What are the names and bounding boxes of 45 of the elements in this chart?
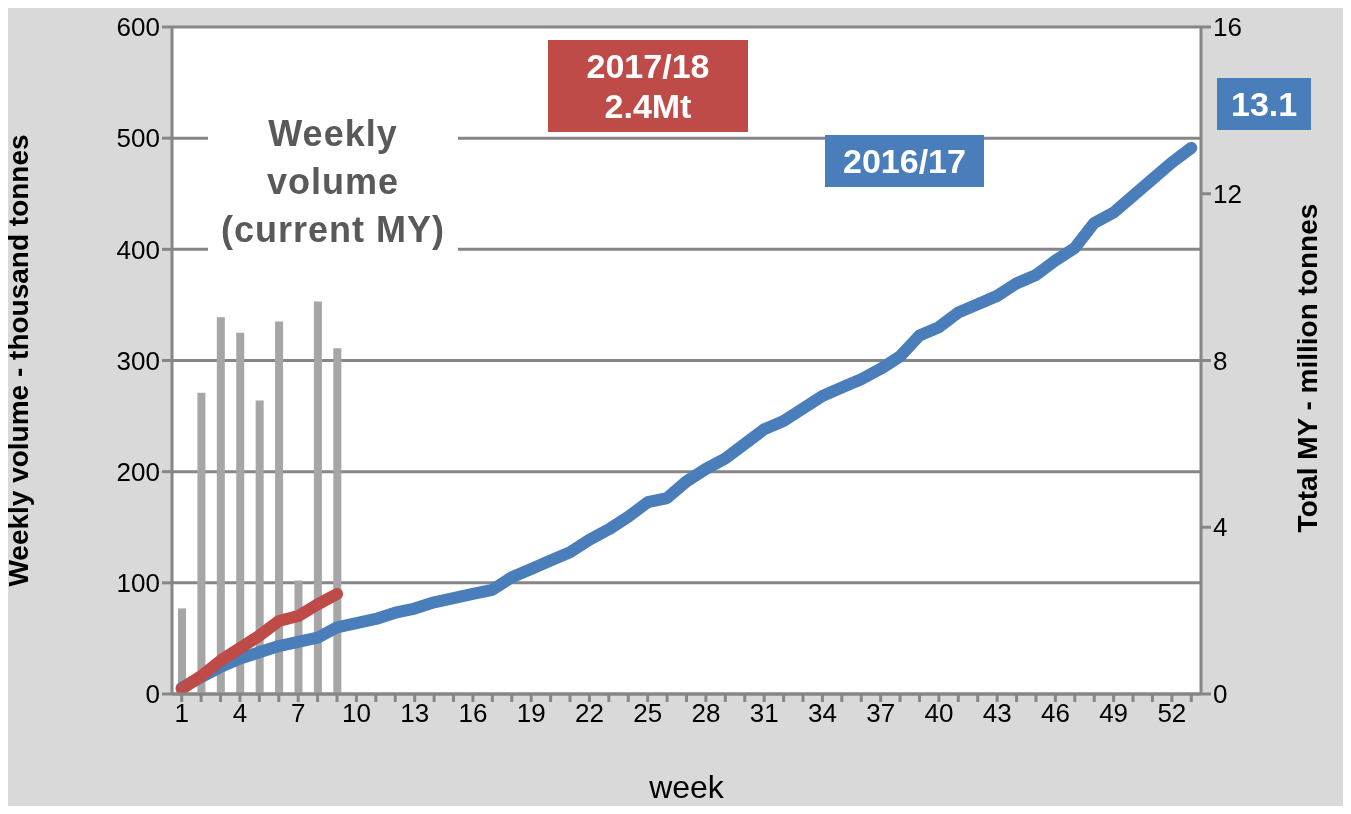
y2-axis-title: Total MY - million tonnes: [1292, 203, 1324, 533]
y-tick-label: 0: [145, 679, 160, 710]
bar: [236, 332, 245, 694]
y-tick-label: 600: [116, 12, 160, 43]
y-tick-label: 200: [116, 456, 160, 487]
x-tick-label: 16: [458, 698, 488, 729]
bar: [216, 317, 225, 694]
bar: [255, 400, 264, 694]
y2-tick-label: 8: [1213, 345, 1228, 376]
x-tick-label: 7: [290, 698, 306, 729]
text: 13.1: [1217, 78, 1312, 130]
x-tick-label: 19: [516, 698, 546, 729]
x-tick-label: 37: [866, 698, 896, 729]
x-tick-label: 4: [232, 698, 248, 729]
x-tick-label: 52: [1157, 698, 1187, 729]
y-tick-label: 100: [116, 568, 160, 599]
y2-tick-label: 4: [1213, 512, 1228, 543]
annotation: 2.4Mt: [604, 87, 692, 125]
x-tick-label: 13: [400, 698, 430, 729]
x-tick-label: 34: [807, 698, 837, 729]
y-tick-label: 400: [116, 234, 160, 265]
x-tick-label: 49: [1099, 698, 1129, 729]
bar: [333, 348, 342, 694]
x-axis-title: week: [648, 769, 725, 805]
y2-tick-label: 0: [1213, 679, 1228, 710]
y-tick-label: 300: [116, 345, 160, 376]
y-tick-label: 500: [116, 123, 160, 154]
x-tick-label: 1: [174, 698, 189, 729]
text: 2017/18: [586, 47, 710, 85]
x-tick-label: 28: [691, 698, 721, 729]
x-tick-label: 10: [341, 698, 371, 729]
y2-tick-label: 16: [1213, 12, 1242, 43]
x-tick-label: 22: [574, 698, 604, 729]
bar: [275, 321, 284, 694]
text: 2016/17: [825, 135, 984, 187]
x-tick-label: 46: [1040, 698, 1070, 729]
series-label: Weekly volume (current MY): [208, 110, 458, 254]
y2-tick-label: 12: [1213, 178, 1242, 209]
x-tick-label: 25: [633, 698, 663, 729]
bar: [313, 301, 322, 694]
x-tick-label: 43: [982, 698, 1012, 729]
x-tick-label: 31: [749, 698, 779, 729]
x-tick-label: 40: [924, 698, 954, 729]
bar: [197, 392, 206, 694]
y-axis-title: Weekly volume - thousand tonnes: [2, 134, 34, 587]
